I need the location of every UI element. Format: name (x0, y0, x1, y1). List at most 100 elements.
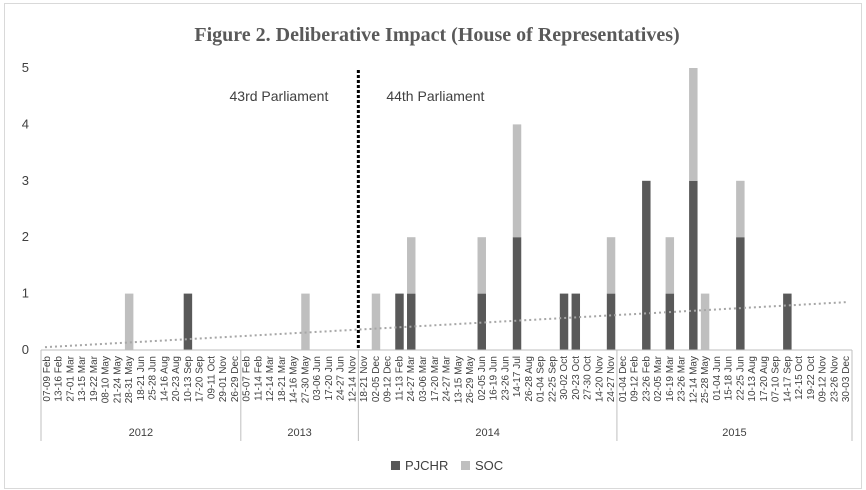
bar-soc (124, 293, 134, 350)
x-tick-label: 23-26 Feb (641, 356, 652, 402)
x-tick-label: 12-14 Mar (265, 355, 276, 401)
x-tick-label: 10-13 Sep (183, 356, 194, 403)
x-tick-label: 18-21 Mar (277, 355, 288, 401)
x-tick-label: 07-10 Sep (771, 356, 782, 403)
bar-soc (689, 68, 698, 181)
bar-pjchr (606, 293, 616, 350)
bar-pjchr (689, 180, 698, 350)
y-tick-label: 1 (22, 286, 29, 301)
x-tick-label: 23-26 Jun (500, 356, 511, 400)
x-tick-label: 09-12 Nov (818, 356, 829, 402)
x-tick-label: 22-25 Jun (735, 356, 746, 400)
bar-soc (736, 180, 745, 238)
x-tick-label: 02-05 Jun (477, 356, 488, 400)
y-tick-label: 0 (22, 342, 29, 357)
legend-swatch-pjchr (391, 461, 400, 470)
x-tick-label: 27-30 May (300, 356, 311, 403)
x-tick-label: 14-20 Nov (594, 356, 605, 402)
x-tick-label: 27-30 Oct (583, 356, 594, 400)
x-tick-label: 09-11 Oct (206, 356, 217, 399)
legend: PJCHR SOC (391, 458, 503, 473)
x-axis: 07-09 Feb 13-16 Feb 27-01 Mar 13-15 Mar 19-2… (40, 349, 853, 441)
x-tick-label: 01-04 Sep (536, 356, 547, 403)
legend-swatch-soc (461, 461, 470, 470)
x-tick-label: 24-27 Mar (406, 355, 417, 401)
x-tick-label: 17-20 Aug (759, 356, 770, 402)
x-tick-label: 25-28 May (700, 356, 711, 403)
x-tick-label: 14-16 Aug (159, 356, 170, 402)
x-tick-label: 14-17 Jul (512, 356, 523, 397)
x-tick-label: 13-15 Mar (77, 355, 88, 401)
x-tick-label: 14-17 Sep (782, 356, 793, 403)
bar-pjchr (783, 293, 792, 350)
year-label: 2012 (129, 427, 153, 439)
x-tick-label: 07-09 Feb (42, 356, 53, 402)
x-tick-label: 12-14 May (688, 356, 699, 403)
y-tick-label: 4 (22, 116, 29, 131)
x-tick-label: 17-20 Jun (324, 356, 335, 400)
x-tick-label: 10-13 Aug (747, 356, 758, 402)
y-tick-label: 3 (22, 173, 29, 188)
x-tick-label: 05-07 Feb (242, 356, 253, 402)
bar-soc (700, 293, 710, 350)
legend-label-pjchr: PJCHR (405, 458, 448, 473)
x-tick-label: 09-12 Dec (383, 356, 394, 402)
year-label: 2013 (287, 427, 311, 439)
x-tick-label: 18-21 Nov (359, 356, 370, 402)
x-tick-label: 11-14 Feb (253, 356, 264, 401)
x-tick-label: 16-19 Jun (489, 356, 500, 400)
x-tick-label: 20-23 Oct (571, 356, 582, 400)
x-tick-label: 30-02 Oct (559, 356, 570, 400)
x-tick-label: 30-03 Dec (841, 356, 852, 402)
bar-pjchr (477, 293, 486, 350)
bar-pjchr (571, 293, 581, 350)
x-tick-label: 12-14 Nov (347, 356, 358, 402)
x-tick-label: 19-22 Mar (89, 355, 100, 401)
bar-soc (407, 237, 416, 294)
x-tick-label: 28-31 May (124, 356, 135, 403)
x-tick-label: 20-23 Aug (171, 356, 182, 402)
bar-soc (301, 293, 310, 350)
x-tick-label: 19-22 Oct (806, 356, 817, 400)
x-tick-label: 13-15 May (453, 356, 464, 403)
x-tick-label: 23-26 Mar (677, 355, 688, 401)
x-tick-label: 03-06 Jun (312, 356, 323, 400)
x-tick-label: 16-19 Mar (665, 355, 676, 401)
y-tick-label: 5 (22, 60, 29, 75)
bar-pjchr (512, 237, 522, 350)
x-tick-label: 27-01 Mar (65, 355, 76, 401)
x-tick-label: 03-06 Mar (418, 355, 429, 401)
x-tick-label: 01-04 Dec (618, 356, 629, 402)
trend-line (44, 301, 849, 349)
x-tick-label: 22-25 Sep (547, 356, 558, 403)
x-tick-label: 23-26 Nov (829, 356, 840, 402)
x-tick-label: 08-10 May (101, 356, 112, 403)
x-tick-label: 02-05 Mar (653, 355, 664, 401)
bar-soc (477, 237, 486, 294)
x-tick-label: 26-29 May (465, 356, 476, 403)
x-tick-label: 26-29 Dec (230, 356, 241, 402)
x-tick-label: 14-16 May (289, 356, 300, 403)
x-tick-label: 24-27 Nov (606, 356, 617, 402)
x-tick-label: 17-20 Mar (430, 355, 441, 401)
bar-soc (665, 237, 675, 294)
annotation-44th-parliament: 44th Parliament (386, 88, 484, 104)
x-tick-label: 13-16 Feb (54, 356, 65, 402)
x-tick-label: 24-27 Mar (442, 355, 453, 401)
x-tick-label: 01-04 Jun (712, 356, 723, 400)
bar-soc (371, 293, 381, 350)
x-tick-label: 29-01 Nov (218, 356, 229, 402)
y-axis: 0 1 2 3 4 5 (22, 60, 29, 357)
x-tick-label: 15-18 Jun (724, 356, 735, 400)
x-tick-label: 09-12 Feb (630, 356, 641, 402)
bar-pjchr (736, 237, 745, 350)
y-tick-label: 2 (22, 229, 29, 244)
x-tick-label: 26-28 Aug (524, 356, 535, 402)
year-label: 2015 (722, 427, 746, 439)
chart-title: Figure 2. Deliberative Impact (House of … (194, 24, 679, 46)
bars-layer (124, 68, 792, 350)
x-tick-label: 24-27 Jun (336, 356, 347, 400)
x-tick-label: 25-28 Jun (148, 356, 159, 400)
annotation-43rd-parliament: 43rd Parliament (230, 88, 329, 104)
bar-pjchr (642, 180, 651, 350)
